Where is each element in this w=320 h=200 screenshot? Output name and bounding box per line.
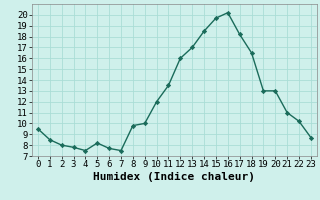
X-axis label: Humidex (Indice chaleur): Humidex (Indice chaleur): [93, 172, 255, 182]
